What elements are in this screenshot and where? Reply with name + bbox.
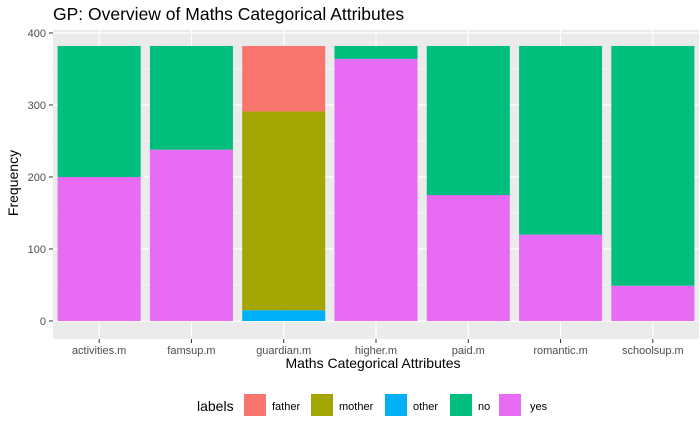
x-tick-label: activities.m — [72, 345, 126, 357]
y-tick-label: 0 — [40, 316, 46, 328]
x-tick-label: paid.m — [452, 345, 485, 357]
y-tick-label: 400 — [28, 28, 46, 40]
bar-paid-m-yes — [426, 195, 510, 321]
bar-paid-m-no — [426, 45, 510, 196]
x-tick-label: romantic.m — [533, 345, 587, 357]
legend-key-other — [385, 394, 407, 416]
y-axis: 0 100 200 300 400 — [28, 28, 53, 328]
y-axis-title: Frequency — [5, 150, 21, 216]
bar-romantic-m-no — [519, 45, 603, 235]
bar-famsup-m-no — [149, 45, 233, 150]
bar-activities-m-no — [57, 45, 141, 178]
bar-romantic-m-yes — [519, 234, 603, 321]
bar-guardian-m-father — [242, 45, 326, 112]
bar-activities-m-yes — [57, 177, 141, 321]
bar-higher-m-no — [334, 45, 418, 59]
legend-label-other: other — [413, 401, 438, 413]
legend: labels father mother other no yes — [197, 394, 548, 416]
x-axis-title: Maths Categorical Attributes — [285, 355, 460, 371]
legend-label-yes: yes — [530, 401, 548, 413]
bars — [57, 45, 695, 322]
bar-higher-m-yes — [334, 58, 418, 322]
x-tick-label: higher.m — [355, 345, 397, 357]
bar-schoolsup-m-yes — [611, 285, 695, 321]
bar-famsup-m-yes — [149, 149, 233, 321]
legend-key-yes — [499, 394, 521, 416]
legend-key-mother — [311, 394, 333, 416]
legend-label-father: father — [272, 401, 300, 413]
y-tick-label: 200 — [28, 172, 46, 184]
x-tick-label: famsup.m — [167, 345, 215, 357]
legend-label-mother: mother — [339, 401, 374, 413]
bar-guardian-m-mother — [242, 111, 326, 311]
bar-guardian-m-other — [242, 310, 326, 321]
y-tick-label: 100 — [28, 244, 46, 256]
x-tick-label: schoolsup.m — [622, 345, 684, 357]
legend-key-no — [450, 394, 472, 416]
legend-title: labels — [197, 398, 234, 414]
legend-key-father — [244, 394, 266, 416]
x-tick-label: guardian.m — [256, 345, 311, 357]
bar-schoolsup-m-no — [611, 45, 695, 286]
y-tick-label: 300 — [28, 100, 46, 112]
chart-title: GP: Overview of Maths Categorical Attrib… — [53, 4, 404, 24]
legend-label-no: no — [478, 401, 490, 413]
x-axis: activities.m famsup.m guardian.m higher.m pa… — [72, 339, 684, 357]
